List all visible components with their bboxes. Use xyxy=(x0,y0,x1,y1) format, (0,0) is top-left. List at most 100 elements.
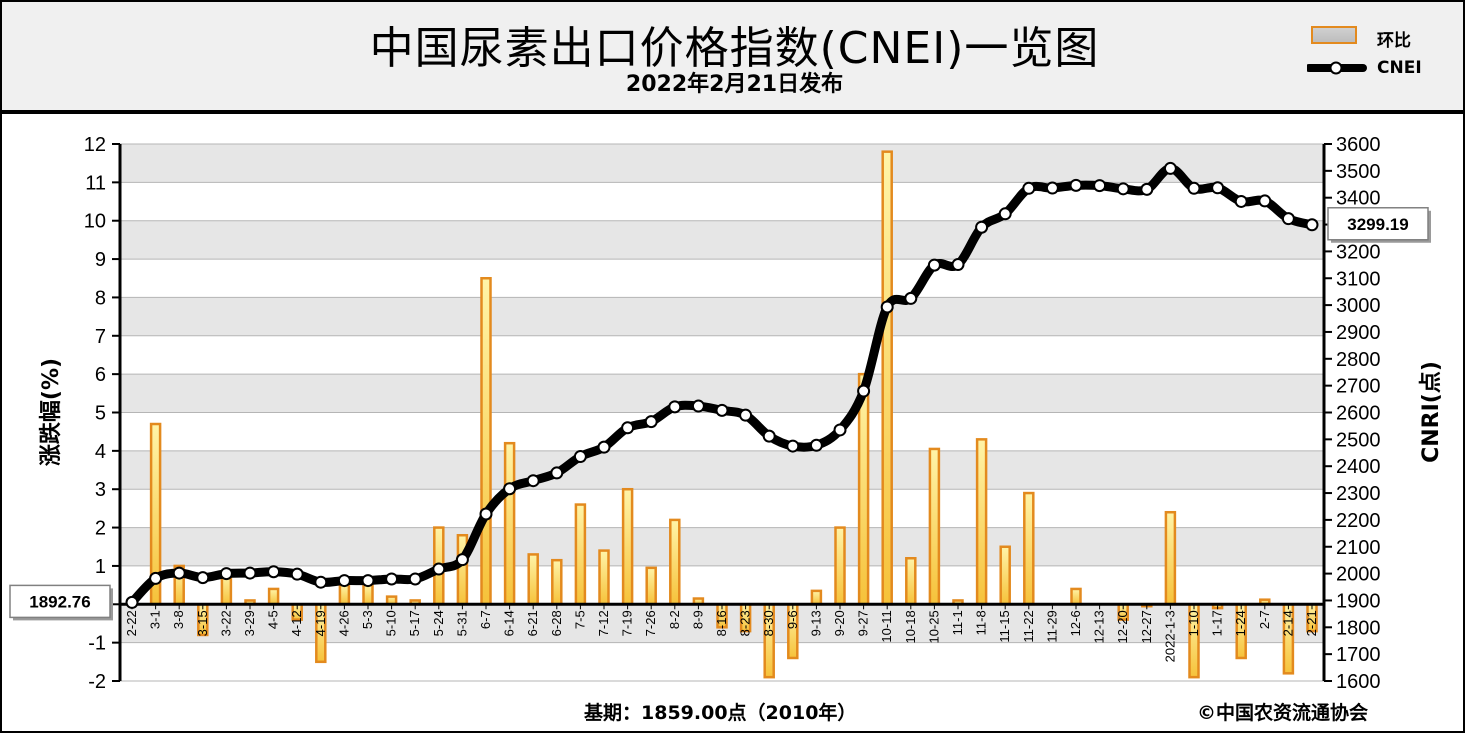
x-tick-label: 9-13 xyxy=(808,610,823,636)
grid-band xyxy=(120,412,1324,451)
x-tick-label: 7-19 xyxy=(620,610,635,636)
left-axis-ticks: -2-10123456789101112 xyxy=(84,134,120,693)
x-tick-label: 12-13 xyxy=(1092,610,1107,643)
x-tick-label: 10-11 xyxy=(879,610,894,642)
bar xyxy=(503,441,516,606)
cnei-point xyxy=(503,482,517,496)
cnei-point xyxy=(1234,194,1248,208)
left-axis-title: 涨跌幅(%) xyxy=(39,358,64,466)
right-tick-label: 1700 xyxy=(1336,644,1381,666)
grid-band xyxy=(120,144,1324,183)
x-tick-label: 4-12 xyxy=(289,610,304,636)
right-tick-label: 3200 xyxy=(1336,241,1381,263)
x-tick-label: 3-8 xyxy=(171,610,186,629)
grid-band xyxy=(120,527,1324,566)
right-tick-label: 2800 xyxy=(1336,349,1381,371)
x-tick-label: 7-12 xyxy=(596,610,611,636)
bar xyxy=(574,503,587,606)
bar xyxy=(999,545,1011,606)
cnei-point xyxy=(597,440,611,454)
cnei-point xyxy=(1116,182,1130,196)
cnei-point xyxy=(314,575,328,589)
cnei-point xyxy=(361,574,375,588)
bar xyxy=(338,583,351,606)
bar xyxy=(905,557,917,606)
x-tick-label: 2022-1-3 xyxy=(1162,610,1177,662)
grid-band xyxy=(120,450,1324,490)
cnei-point xyxy=(1258,194,1272,208)
cnei-point xyxy=(243,566,257,580)
left-tick-label: -1 xyxy=(88,633,106,655)
cnei-point xyxy=(479,507,493,521)
bar xyxy=(975,438,988,606)
bar xyxy=(267,587,280,606)
right-tick-label: 1600 xyxy=(1336,671,1381,693)
cnei-point xyxy=(385,572,399,586)
x-tick-label: 8-9 xyxy=(690,610,705,629)
x-tick-label: 7-5 xyxy=(572,610,587,629)
x-tick-label: 8-30 xyxy=(761,610,776,636)
x-tick-label: 12-20 xyxy=(1115,610,1130,643)
x-tick-label: 6-28 xyxy=(549,610,564,636)
right-axis-title: CNRI(点) xyxy=(1418,361,1444,463)
x-tick-label: 10-25 xyxy=(926,610,941,643)
cnei-point xyxy=(267,565,281,579)
cnei-point xyxy=(149,571,163,585)
left-tick-label: 2 xyxy=(95,518,106,540)
chart-subtitle: 2022年2月21日发布 xyxy=(625,72,844,97)
right-tick-label: 2700 xyxy=(1336,376,1381,398)
x-tick-label: 11-22 xyxy=(1021,610,1036,642)
x-tick-label: 1-17 xyxy=(1210,610,1225,636)
x-tick-label: 5-31 xyxy=(454,610,469,636)
legend-bar-label: 环比 xyxy=(1377,31,1411,51)
cnei-point xyxy=(1022,181,1036,195)
cnei-point xyxy=(408,572,422,586)
legend-bar-swatch xyxy=(1311,26,1357,44)
right-tick-label: 3600 xyxy=(1336,134,1381,156)
right-tick-label: 2000 xyxy=(1336,564,1381,586)
x-tick-label: 4-5 xyxy=(266,610,281,629)
cnei-point xyxy=(455,553,469,567)
legend-item-bar: 环比 xyxy=(1307,24,1457,51)
cnei-point xyxy=(644,415,658,429)
x-tick-label: 11-29 xyxy=(1044,610,1059,642)
x-tick-label: 12-27 xyxy=(1139,610,1154,643)
right-tick-label: 2300 xyxy=(1336,483,1381,505)
bar xyxy=(928,447,941,606)
x-tick-label: 12-6 xyxy=(1068,610,1083,636)
cnei-point xyxy=(1140,182,1154,196)
right-tick-label: 3100 xyxy=(1336,268,1381,290)
chart-title: 中国尿素出口价格指数(CNEI)一览图 xyxy=(369,23,1100,74)
cnei-point xyxy=(1045,181,1059,195)
bar xyxy=(480,277,492,606)
chart-header: 中国尿素出口价格指数(CNEI)一览图 2022年2月21日发布 环比 CNEI xyxy=(2,2,1463,114)
cnei-point xyxy=(998,207,1012,221)
value-callouts: 1892.76 3299.19 xyxy=(9,207,1431,621)
cnei-point xyxy=(125,595,139,609)
x-tick-label: 2-7 xyxy=(1257,610,1272,629)
bar xyxy=(1070,587,1082,606)
cnei-point xyxy=(219,567,233,581)
x-tick-label: 2-21 xyxy=(1304,610,1319,636)
x-tick-label: 11-8 xyxy=(974,610,989,635)
x-tick-label: 1-10 xyxy=(1186,610,1201,636)
cnei-point xyxy=(1211,181,1225,195)
x-tick-label: 6-7 xyxy=(478,610,493,629)
left-tick-label: 4 xyxy=(95,441,106,463)
bar xyxy=(834,526,846,606)
bar xyxy=(551,558,563,606)
grid-band xyxy=(120,489,1324,528)
cnei-point xyxy=(290,567,304,581)
left-tick-label: 3 xyxy=(95,479,106,501)
x-tick-label: 4-19 xyxy=(313,610,328,636)
cnei-line-series xyxy=(125,161,1319,609)
left-tick-label: 8 xyxy=(95,287,106,309)
right-tick-label: 2400 xyxy=(1336,456,1381,478)
grid-band xyxy=(120,642,1324,681)
left-tick-label: -2 xyxy=(88,671,106,693)
right-tick-label: 2900 xyxy=(1336,322,1381,344)
x-tick-label: 9-27 xyxy=(856,610,871,636)
grid-band xyxy=(120,259,1324,298)
x-tick-label: 1-24 xyxy=(1233,610,1248,636)
